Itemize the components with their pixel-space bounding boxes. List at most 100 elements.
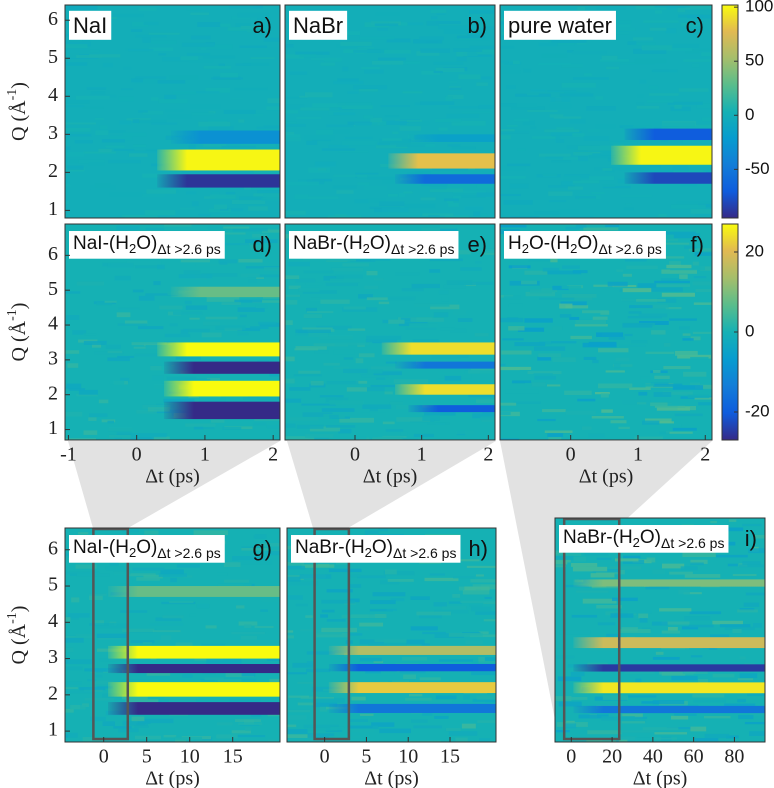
noise [333, 80, 364, 85]
noise [559, 93, 594, 97]
noise [429, 186, 447, 190]
noise [670, 106, 691, 112]
noise [445, 728, 461, 732]
zoom-window [313, 528, 351, 741]
noise [522, 120, 535, 126]
noise [285, 134, 301, 139]
noise [135, 34, 167, 38]
noise [196, 740, 210, 742]
noise [130, 433, 167, 438]
band [328, 682, 496, 694]
noise [151, 436, 170, 440]
x-tick-label: 2 [268, 444, 278, 466]
noise [546, 384, 561, 387]
noise [388, 296, 416, 301]
noise [164, 696, 199, 700]
noise [690, 356, 709, 360]
noise [65, 382, 67, 388]
noise [448, 202, 459, 207]
noise [392, 131, 399, 134]
noise [595, 124, 616, 129]
noise [303, 314, 323, 319]
noise [588, 433, 605, 438]
heatmap [500, 5, 712, 218]
noise [687, 394, 710, 399]
noise [66, 62, 88, 66]
noise [505, 389, 539, 394]
noise [521, 280, 537, 285]
noise [145, 227, 165, 230]
noise [582, 598, 617, 604]
noise [190, 35, 211, 40]
label-part: Q (Å [8, 320, 30, 361]
noise [689, 382, 701, 386]
noise [83, 333, 97, 336]
noise [253, 113, 264, 116]
noise [351, 696, 366, 701]
noise [134, 353, 158, 357]
noise [342, 66, 349, 72]
noise [374, 23, 399, 27]
noise [716, 554, 748, 558]
noise [67, 613, 90, 618]
noise [547, 270, 582, 275]
noise [446, 280, 473, 285]
noise [94, 117, 104, 120]
noise [443, 284, 466, 289]
x-axis-label: Δt (ps) [364, 768, 419, 788]
noise [160, 569, 184, 575]
noise [113, 571, 131, 575]
noise [65, 33, 72, 37]
noise [176, 564, 200, 568]
noise [303, 724, 339, 729]
noise [690, 726, 707, 732]
noise [577, 6, 586, 11]
noise [240, 635, 258, 640]
noise [125, 699, 159, 703]
noise [245, 239, 278, 244]
noise [235, 23, 251, 27]
noise [108, 159, 141, 164]
noise [596, 605, 622, 609]
noise [636, 299, 666, 302]
label-part: 2 [633, 535, 640, 550]
noise [478, 660, 496, 664]
noise [678, 589, 690, 595]
noise [732, 574, 757, 577]
noise [317, 168, 327, 171]
noise [525, 291, 556, 297]
noise [527, 109, 558, 113]
noise [444, 375, 462, 381]
noise [596, 557, 612, 560]
noise [692, 331, 712, 334]
noise [133, 78, 160, 84]
noise [465, 640, 483, 645]
noise [605, 169, 615, 173]
noise [564, 723, 577, 729]
noise [102, 721, 115, 726]
noise [378, 57, 406, 61]
noise [165, 109, 184, 112]
label-box [504, 10, 616, 40]
noise [89, 595, 103, 601]
noise [680, 183, 697, 187]
noise [314, 350, 329, 354]
y-tick-label: 3 [48, 646, 58, 668]
noise [458, 281, 494, 285]
noise [596, 569, 625, 575]
noise [237, 332, 249, 336]
noise [67, 363, 79, 368]
noise [337, 78, 359, 82]
noise [158, 216, 167, 218]
noise [83, 151, 116, 154]
noise [265, 551, 280, 556]
noise [419, 614, 442, 619]
x-tick-label: -1 [60, 444, 77, 466]
noise [306, 307, 317, 312]
noise [347, 718, 368, 722]
noise [399, 126, 422, 131]
noise [289, 581, 319, 586]
noise [478, 213, 488, 218]
noise [672, 166, 689, 171]
